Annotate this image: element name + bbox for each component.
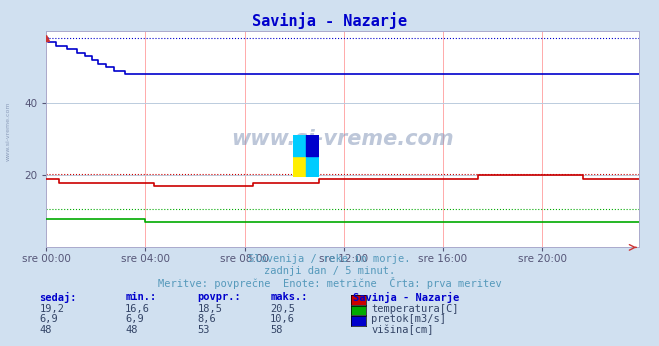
Text: www.si-vreme.com: www.si-vreme.com	[231, 129, 454, 149]
Text: 48: 48	[40, 325, 52, 335]
Text: maks.:: maks.:	[270, 292, 308, 302]
Text: Slovenija / reke in morje.: Slovenija / reke in morje.	[248, 254, 411, 264]
Text: Meritve: povprečne  Enote: metrične  Črta: prva meritev: Meritve: povprečne Enote: metrične Črta:…	[158, 277, 501, 289]
Text: 18,5: 18,5	[198, 304, 223, 314]
Text: zadnji dan / 5 minut.: zadnji dan / 5 minut.	[264, 266, 395, 276]
Text: temperatura[C]: temperatura[C]	[371, 304, 459, 314]
Text: min.:: min.:	[125, 292, 156, 302]
Text: 6,9: 6,9	[40, 314, 58, 324]
Text: Savinja - Nazarje: Savinja - Nazarje	[252, 12, 407, 29]
Text: Savinja - Nazarje: Savinja - Nazarje	[353, 292, 459, 303]
Text: 20,5: 20,5	[270, 304, 295, 314]
Text: povpr.:: povpr.:	[198, 292, 241, 302]
Text: 53: 53	[198, 325, 210, 335]
Text: višina[cm]: višina[cm]	[371, 325, 434, 335]
Text: sedaj:: sedaj:	[40, 292, 77, 303]
Text: pretok[m3/s]: pretok[m3/s]	[371, 314, 446, 324]
Text: www.si-vreme.com: www.si-vreme.com	[5, 102, 11, 161]
Text: 19,2: 19,2	[40, 304, 65, 314]
Text: 16,6: 16,6	[125, 304, 150, 314]
Text: 6,9: 6,9	[125, 314, 144, 324]
Text: 10,6: 10,6	[270, 314, 295, 324]
Text: 48: 48	[125, 325, 138, 335]
Text: 58: 58	[270, 325, 283, 335]
Text: 8,6: 8,6	[198, 314, 216, 324]
